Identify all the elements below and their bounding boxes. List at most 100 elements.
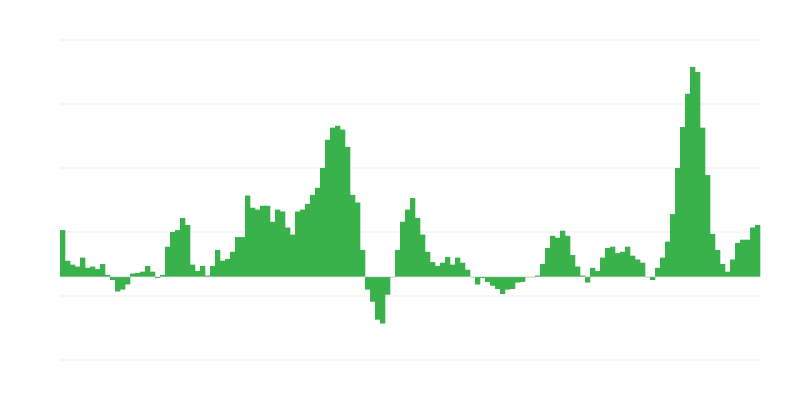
bar bbox=[185, 224, 191, 277]
bar bbox=[690, 66, 696, 277]
bar bbox=[345, 146, 351, 277]
bar bbox=[430, 262, 436, 277]
bar bbox=[735, 242, 741, 277]
bar bbox=[495, 276, 501, 289]
bar bbox=[585, 276, 591, 283]
bar bbox=[210, 265, 216, 277]
bar bbox=[445, 256, 451, 277]
bar bbox=[620, 251, 626, 277]
bar bbox=[420, 234, 426, 277]
bar bbox=[90, 266, 96, 277]
bar bbox=[340, 129, 346, 277]
bar bbox=[505, 276, 511, 290]
bar bbox=[695, 72, 701, 277]
bar bbox=[265, 205, 271, 277]
bar bbox=[460, 262, 466, 277]
bar bbox=[740, 239, 746, 277]
bar bbox=[155, 276, 161, 279]
bar bbox=[545, 248, 551, 277]
bar bbox=[730, 259, 736, 277]
bar bbox=[670, 214, 676, 277]
bar bbox=[80, 257, 86, 277]
bar bbox=[165, 246, 171, 277]
bar bbox=[235, 237, 241, 277]
bar bbox=[755, 224, 761, 277]
bar bbox=[465, 269, 471, 277]
bar bbox=[700, 127, 706, 277]
bar bbox=[440, 262, 446, 277]
bar bbox=[745, 239, 751, 277]
bar bbox=[100, 264, 106, 277]
bar bbox=[115, 276, 121, 292]
bar bbox=[360, 249, 366, 277]
bar bbox=[685, 93, 691, 277]
bar bbox=[625, 246, 631, 277]
bar bbox=[380, 276, 386, 324]
bar bbox=[175, 230, 181, 277]
bar bbox=[240, 237, 246, 277]
bar bbox=[330, 127, 336, 277]
bar bbox=[315, 187, 321, 277]
bar bbox=[245, 195, 251, 277]
bar bbox=[160, 274, 166, 277]
bar bbox=[635, 259, 641, 277]
bar bbox=[720, 264, 726, 277]
bar bbox=[575, 266, 581, 277]
bar bbox=[560, 230, 566, 277]
bar bbox=[715, 249, 721, 277]
bar bbox=[355, 202, 361, 277]
bar bbox=[105, 274, 111, 277]
bar bbox=[95, 269, 101, 277]
bar bbox=[725, 271, 731, 277]
bar bbox=[655, 267, 661, 277]
bar bbox=[555, 237, 561, 277]
bar bbox=[680, 127, 686, 277]
bar bbox=[510, 276, 516, 289]
bar bbox=[180, 217, 186, 277]
bar bbox=[710, 233, 716, 277]
bar bbox=[610, 246, 616, 277]
bar bbox=[60, 230, 66, 277]
bar bbox=[370, 276, 376, 302]
bar bbox=[305, 203, 311, 277]
bar bbox=[665, 241, 671, 277]
bar bbox=[190, 264, 196, 277]
bar bbox=[145, 265, 151, 277]
bar bbox=[580, 275, 586, 277]
bar bbox=[255, 209, 261, 277]
bar bbox=[500, 276, 506, 295]
bar bbox=[615, 253, 621, 277]
bar bbox=[135, 272, 141, 277]
bar bbox=[150, 271, 156, 277]
bar bbox=[280, 211, 286, 277]
bar bbox=[110, 276, 116, 280]
bar bbox=[400, 221, 406, 277]
bar bbox=[395, 249, 401, 277]
bar bbox=[350, 194, 356, 277]
bar bbox=[375, 276, 381, 320]
bar bbox=[550, 235, 556, 277]
bar bbox=[600, 257, 606, 277]
bar bbox=[250, 207, 256, 277]
bar bbox=[310, 194, 316, 277]
bar bbox=[515, 276, 521, 283]
bar bbox=[300, 209, 306, 277]
bar bbox=[365, 276, 371, 290]
bar bbox=[535, 275, 541, 277]
bar bbox=[230, 251, 236, 277]
bar bbox=[630, 255, 636, 277]
bar bbox=[750, 227, 756, 277]
bar bbox=[335, 125, 341, 277]
bar bbox=[290, 234, 296, 277]
bar bbox=[480, 276, 486, 279]
bar bbox=[85, 267, 91, 277]
bar bbox=[415, 217, 421, 277]
bar bbox=[125, 276, 131, 285]
bar bbox=[275, 209, 281, 277]
bar bbox=[675, 168, 681, 277]
bar bbox=[450, 264, 456, 277]
bar bbox=[705, 175, 711, 277]
bar bbox=[565, 235, 571, 277]
bar bbox=[65, 260, 71, 277]
